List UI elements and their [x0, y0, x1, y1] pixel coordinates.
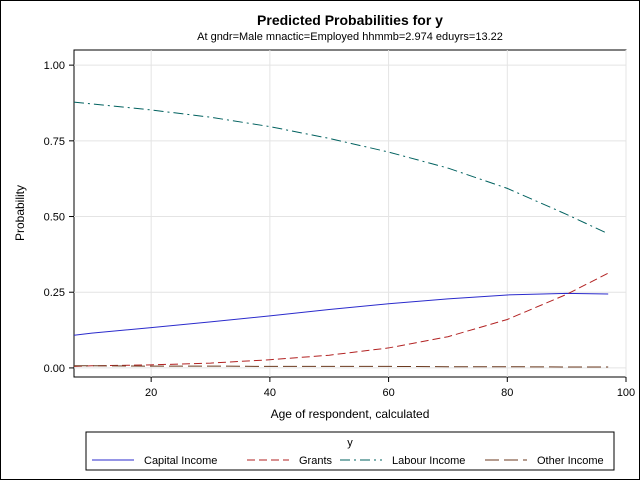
x-tick-label: 60	[382, 387, 394, 399]
y-axis-ticks: 0.00 0.25 0.50 0.75 1.00	[44, 60, 74, 375]
y-tick-label: 0.25	[44, 287, 65, 299]
legend-label-labour-income: Labour Income	[392, 455, 465, 467]
y-tick-label: 1.00	[44, 60, 65, 72]
legend-label-grants: Grants	[299, 455, 333, 467]
x-tick-label: 20	[145, 387, 157, 399]
x-axis-ticks: 20 40 60 80 100	[145, 377, 635, 399]
y-tick-label: 0.00	[44, 363, 65, 375]
legend-box	[85, 431, 615, 471]
x-axis-label: Age of respondent, calculated	[271, 407, 430, 421]
series-line-other-income	[74, 365, 609, 368]
chart-title: Predicted Probabilities for y	[257, 12, 443, 28]
chart-subtitle: At gndr=Male mnactic=Employed hhmmb=2.97…	[197, 31, 503, 43]
series-line-capital-income	[73, 292, 609, 336]
y-axis-label: Probability	[13, 185, 27, 241]
x-tick-label: 40	[264, 387, 276, 399]
legend-label-other-income: Other Income	[537, 455, 604, 467]
legend: Capital Income Grants Labour Income Other I…	[92, 455, 604, 467]
plot-area	[73, 49, 627, 378]
x-tick-label: 80	[501, 387, 513, 399]
series-layer	[73, 101, 609, 368]
y-tick-label: 0.50	[44, 212, 65, 224]
series-line-grants	[73, 272, 609, 367]
y-tick-label: 0.75	[44, 136, 65, 148]
legend-title: y	[347, 437, 353, 449]
x-tick-label: 100	[617, 387, 635, 399]
series-line-labour-income	[73, 101, 609, 235]
gridlines	[74, 50, 627, 377]
legend-label-capital-income: Capital Income	[144, 455, 217, 467]
